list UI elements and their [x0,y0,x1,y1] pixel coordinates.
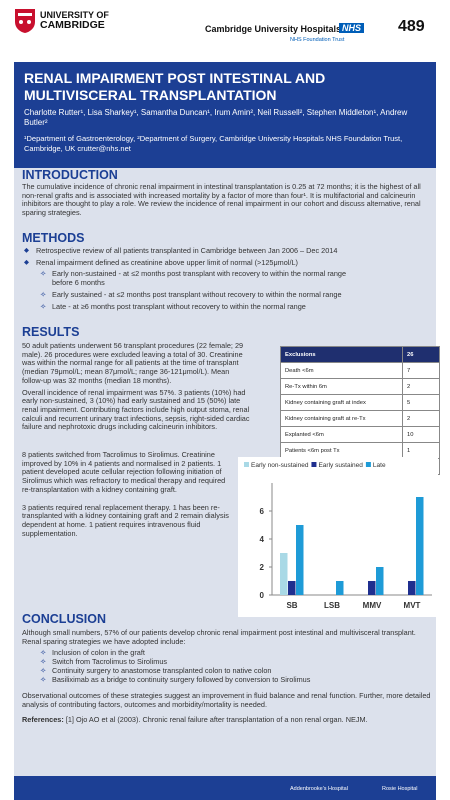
x-tick-label: LSB [324,601,340,610]
bar [416,497,424,595]
sub-bullet: Switch from Tacrolimus to Sirolimus [22,657,432,667]
table-row: Death <6m 7 [280,362,440,379]
affiliations: ¹Department of Gastroenterology, ²Depart… [24,134,403,153]
conclusion-list: Inclusion of colon in the graftSwitch fr… [22,649,432,684]
hospital-name: Cambridge University Hospitals [205,24,342,34]
paragraph: 3 patients required renal replacement th… [22,502,229,538]
table-cell: Exclusions [280,346,403,363]
university-line: UNIVERSITY OF [40,10,109,20]
table: Exclusions 26 Death <6m 7 Re-Tx within 6m 2 Ki… [280,346,440,475]
bar [296,525,304,595]
poster-number: 489 [398,18,425,35]
section-heading: INTRODUCTION [22,168,118,182]
paragraph: Although small numbers, 57% of our patie… [22,628,416,646]
table-row: Kidney containing graft at index 5 [280,394,440,411]
table-cell: Death <6m [280,362,403,379]
table-cell: 26 [402,346,440,363]
table-cell: Re-Tx within 6m [280,378,403,395]
paragraph: Overall incidence of renal impairment wa… [22,387,250,432]
y-tick-label: 2 [260,563,265,572]
title-banner [14,62,436,168]
table-cell: Kidney containing graft at re-Tx [280,410,403,427]
table-cell: Kidney containing graft at index [280,394,403,411]
y-tick-label: 4 [260,535,265,544]
bullet: Renal impairment defined as creatinine a… [22,258,422,268]
nhs-logo: NHS [339,23,365,33]
table-row: Kidney containing graft at re-Tx 2 [280,410,440,427]
bullet: Retrospective review of all patients tra… [22,246,422,256]
bar-chart: Early non-sustained Early sustained Late 0 2… [238,457,438,617]
methods-list: Retrospective review of all patients tra… [22,246,422,312]
x-tick-label: MMV [363,601,382,610]
sub-bullet: Basiliximab as a bridge to continuity su… [22,675,432,685]
bar [336,581,344,595]
table-cell: Explanted <6m [280,426,403,443]
sub-bullet: Early sustained - at ≤2 months post tran… [22,290,422,300]
table-row: Explanted <6m 10 [280,426,440,443]
table-cell: 2 [402,378,440,395]
table-row: Exclusions 26 [280,346,440,363]
y-tick-label: 6 [260,507,265,516]
bar [288,581,296,595]
results-text: 50 adult patients underwent 56 transplan… [22,341,252,435]
trust-name: NHS Foundation Trust [290,37,345,43]
section-heading: CONCLUSION [22,612,107,626]
bar [408,581,416,595]
footer-hospital: Rosie Hospital [382,786,418,792]
footer-band [14,776,436,800]
results-text: 8 patients switched from Tacrolimus to S… [22,450,234,541]
reference: [1] Ojo AO et al (2003). Chronic renal f… [65,714,368,724]
y-tick-label: 0 [260,591,265,600]
bar [376,567,384,595]
references-label: References: [22,714,64,724]
legend-label: Early non-sustained [251,462,309,469]
sub-bullet: Continuity surgery to anastomose transpl… [22,666,432,676]
authors: Charlotte Rutter¹, Lisa Sharkey¹, Samant… [24,108,408,127]
bar [368,581,376,595]
legend-label: Late [373,462,386,469]
university-logo: UNIVERSITY OF CAMBRIDGE [40,10,109,30]
sub-bullet: Late - at ≥6 months post transplant with… [22,302,422,312]
legend-swatch [365,462,371,467]
title: RENAL IMPAIRMENT POST INTESTINAL AND MUL… [24,70,326,103]
table-cell: 7 [402,362,440,379]
x-tick-label: MVT [404,601,421,610]
crest [15,9,35,33]
table-row: Re-Tx within 6m 2 [280,378,440,395]
bar [280,553,288,595]
table-cell: 2 [402,410,440,427]
paragraph: Observational outcomes of these strategi… [22,691,431,709]
sub-bullet: Early non-sustained - at ≤2 months post … [22,269,422,287]
legend-swatch [311,462,317,467]
sub-bullet: Inclusion of colon in the graft [22,649,432,658]
table-cell: 5 [402,394,440,411]
x-tick-label: SB [286,601,297,610]
exclusions-table: Exclusions 26 Death <6m 7 Re-Tx within 6m 2 Ki… [280,346,440,475]
section-heading: METHODS [22,231,85,245]
university-line: CAMBRIDGE [40,19,105,31]
legend-swatch [244,462,249,467]
section-heading: RESULTS [22,325,80,339]
footer-hospital: Addenbrooke's Hospital [290,786,348,792]
conclusion-text: Although small numbers, 57% of our patie… [22,628,432,727]
legend-label: Early sustained [318,462,363,469]
paragraph: 8 patients switched from Tacrolimus to S… [22,450,226,494]
paragraph: 50 adult patients underwent 56 transplan… [22,341,244,385]
table-cell: 10 [402,426,440,443]
table-cell: Patients <6m post Tx [280,442,403,459]
intro-text: The cumulative incidence of chronic rena… [22,182,421,218]
